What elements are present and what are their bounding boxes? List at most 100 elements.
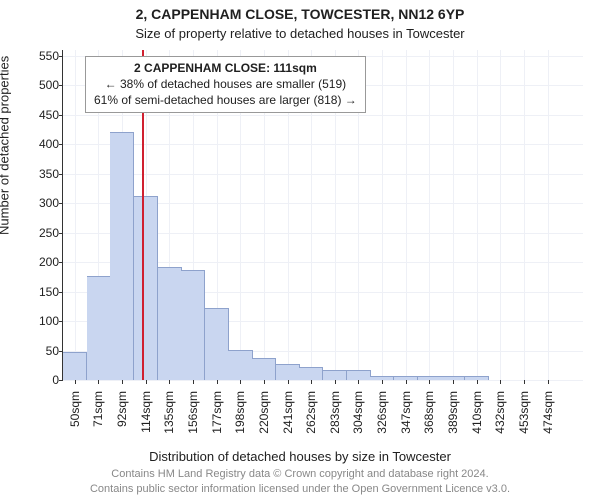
y-tick bbox=[59, 262, 63, 263]
y-tick-label: 500 bbox=[39, 78, 59, 92]
y-axis-label: Number of detached properties bbox=[0, 56, 12, 235]
y-tick bbox=[59, 85, 63, 86]
histogram-bar bbox=[394, 376, 418, 380]
gridline-v bbox=[453, 50, 454, 380]
y-tick bbox=[59, 321, 63, 322]
x-axis-label: Distribution of detached houses by size … bbox=[0, 449, 600, 464]
x-tick-label: 135sqm bbox=[162, 391, 176, 434]
chart-title-sub: Size of property relative to detached ho… bbox=[0, 26, 600, 41]
x-tick-label: 220sqm bbox=[257, 391, 271, 434]
y-tick-label: 400 bbox=[39, 137, 59, 151]
y-tick bbox=[59, 144, 63, 145]
gridline-v bbox=[382, 50, 383, 380]
histogram-bar bbox=[181, 270, 205, 380]
attribution-line-1: Contains HM Land Registry data © Crown c… bbox=[111, 468, 488, 480]
x-tick-label: 283sqm bbox=[328, 391, 342, 434]
y-tick-label: 150 bbox=[39, 285, 59, 299]
x-tick-label: 368sqm bbox=[422, 391, 436, 434]
x-tick-label: 92sqm bbox=[115, 391, 129, 427]
x-tick bbox=[122, 380, 123, 384]
x-tick bbox=[358, 380, 359, 384]
x-tick bbox=[288, 380, 289, 384]
y-tick-label: 50 bbox=[46, 344, 59, 358]
annotation-line-2: ← 38% of detached houses are smaller (51… bbox=[105, 77, 346, 91]
x-tick bbox=[146, 380, 147, 384]
histogram-bar bbox=[87, 276, 111, 380]
y-tick bbox=[59, 292, 63, 293]
y-tick-label: 350 bbox=[39, 167, 59, 181]
histogram-bar bbox=[158, 267, 182, 380]
x-tick-label: 432sqm bbox=[493, 391, 507, 434]
x-tick-label: 114sqm bbox=[139, 391, 153, 433]
y-tick-label: 550 bbox=[39, 49, 59, 63]
x-tick bbox=[453, 380, 454, 384]
histogram-bar bbox=[370, 376, 394, 380]
x-tick bbox=[548, 380, 549, 384]
histogram-bar bbox=[347, 370, 371, 380]
x-tick-label: 50sqm bbox=[68, 391, 82, 427]
x-tick bbox=[98, 380, 99, 384]
x-tick-label: 474sqm bbox=[541, 391, 555, 434]
x-tick-label: 177sqm bbox=[210, 391, 224, 434]
x-tick bbox=[477, 380, 478, 384]
gridline-h bbox=[63, 380, 583, 381]
x-tick bbox=[524, 380, 525, 384]
x-tick bbox=[264, 380, 265, 384]
histogram-bar bbox=[252, 358, 276, 380]
y-tick bbox=[59, 174, 63, 175]
x-tick bbox=[169, 380, 170, 384]
x-tick-label: 156sqm bbox=[186, 391, 200, 434]
x-tick bbox=[406, 380, 407, 384]
histogram-bar bbox=[63, 352, 87, 380]
chart-title-main: 2, CAPPENHAM CLOSE, TOWCESTER, NN12 6YP bbox=[0, 6, 600, 22]
x-tick-label: 262sqm bbox=[304, 391, 318, 434]
gridline-v bbox=[500, 50, 501, 380]
histogram-bar bbox=[465, 376, 489, 380]
histogram-bar bbox=[276, 364, 300, 380]
annotation-line-1: 2 CAPPENHAM CLOSE: 111sqm bbox=[134, 61, 317, 75]
y-tick bbox=[59, 233, 63, 234]
attribution-line-2: Contains public sector information licen… bbox=[90, 483, 510, 495]
histogram-bar bbox=[441, 376, 465, 380]
attribution-text: Contains HM Land Registry data © Crown c… bbox=[0, 467, 600, 496]
gridline-v bbox=[406, 50, 407, 380]
x-tick bbox=[335, 380, 336, 384]
x-tick bbox=[193, 380, 194, 384]
x-tick-label: 198sqm bbox=[233, 391, 247, 434]
y-tick bbox=[59, 115, 63, 116]
x-tick bbox=[240, 380, 241, 384]
y-tick bbox=[59, 56, 63, 57]
gridline-v bbox=[429, 50, 430, 380]
y-tick-label: 250 bbox=[39, 226, 59, 240]
y-tick-label: 200 bbox=[39, 255, 59, 269]
x-tick-label: 241sqm bbox=[281, 391, 295, 434]
gridline-v bbox=[477, 50, 478, 380]
gridline-v bbox=[524, 50, 525, 380]
x-tick bbox=[311, 380, 312, 384]
x-tick-label: 347sqm bbox=[399, 391, 413, 434]
histogram-bar bbox=[134, 196, 158, 380]
histogram-bar bbox=[323, 370, 347, 380]
x-tick bbox=[382, 380, 383, 384]
histogram-bar bbox=[418, 376, 442, 380]
annotation-box: 2 CAPPENHAM CLOSE: 111sqm ← 38% of detach… bbox=[85, 56, 366, 113]
x-tick bbox=[75, 380, 76, 384]
y-tick-label: 0 bbox=[52, 373, 59, 387]
y-tick-label: 300 bbox=[39, 196, 59, 210]
y-tick-label: 100 bbox=[39, 314, 59, 328]
histogram-bar bbox=[228, 350, 252, 380]
x-tick-label: 304sqm bbox=[351, 391, 365, 434]
gridline-v bbox=[548, 50, 549, 380]
gridline-v bbox=[75, 50, 76, 380]
x-tick bbox=[500, 380, 501, 384]
x-tick-label: 410sqm bbox=[470, 391, 484, 434]
y-tick bbox=[59, 351, 63, 352]
histogram-bar bbox=[299, 367, 323, 380]
annotation-line-3: 61% of semi-detached houses are larger (… bbox=[94, 93, 357, 107]
histogram-bar bbox=[110, 132, 134, 381]
y-tick bbox=[59, 380, 63, 381]
x-tick-label: 389sqm bbox=[446, 391, 460, 434]
y-tick bbox=[59, 203, 63, 204]
x-tick-label: 326sqm bbox=[375, 391, 389, 434]
x-tick bbox=[429, 380, 430, 384]
